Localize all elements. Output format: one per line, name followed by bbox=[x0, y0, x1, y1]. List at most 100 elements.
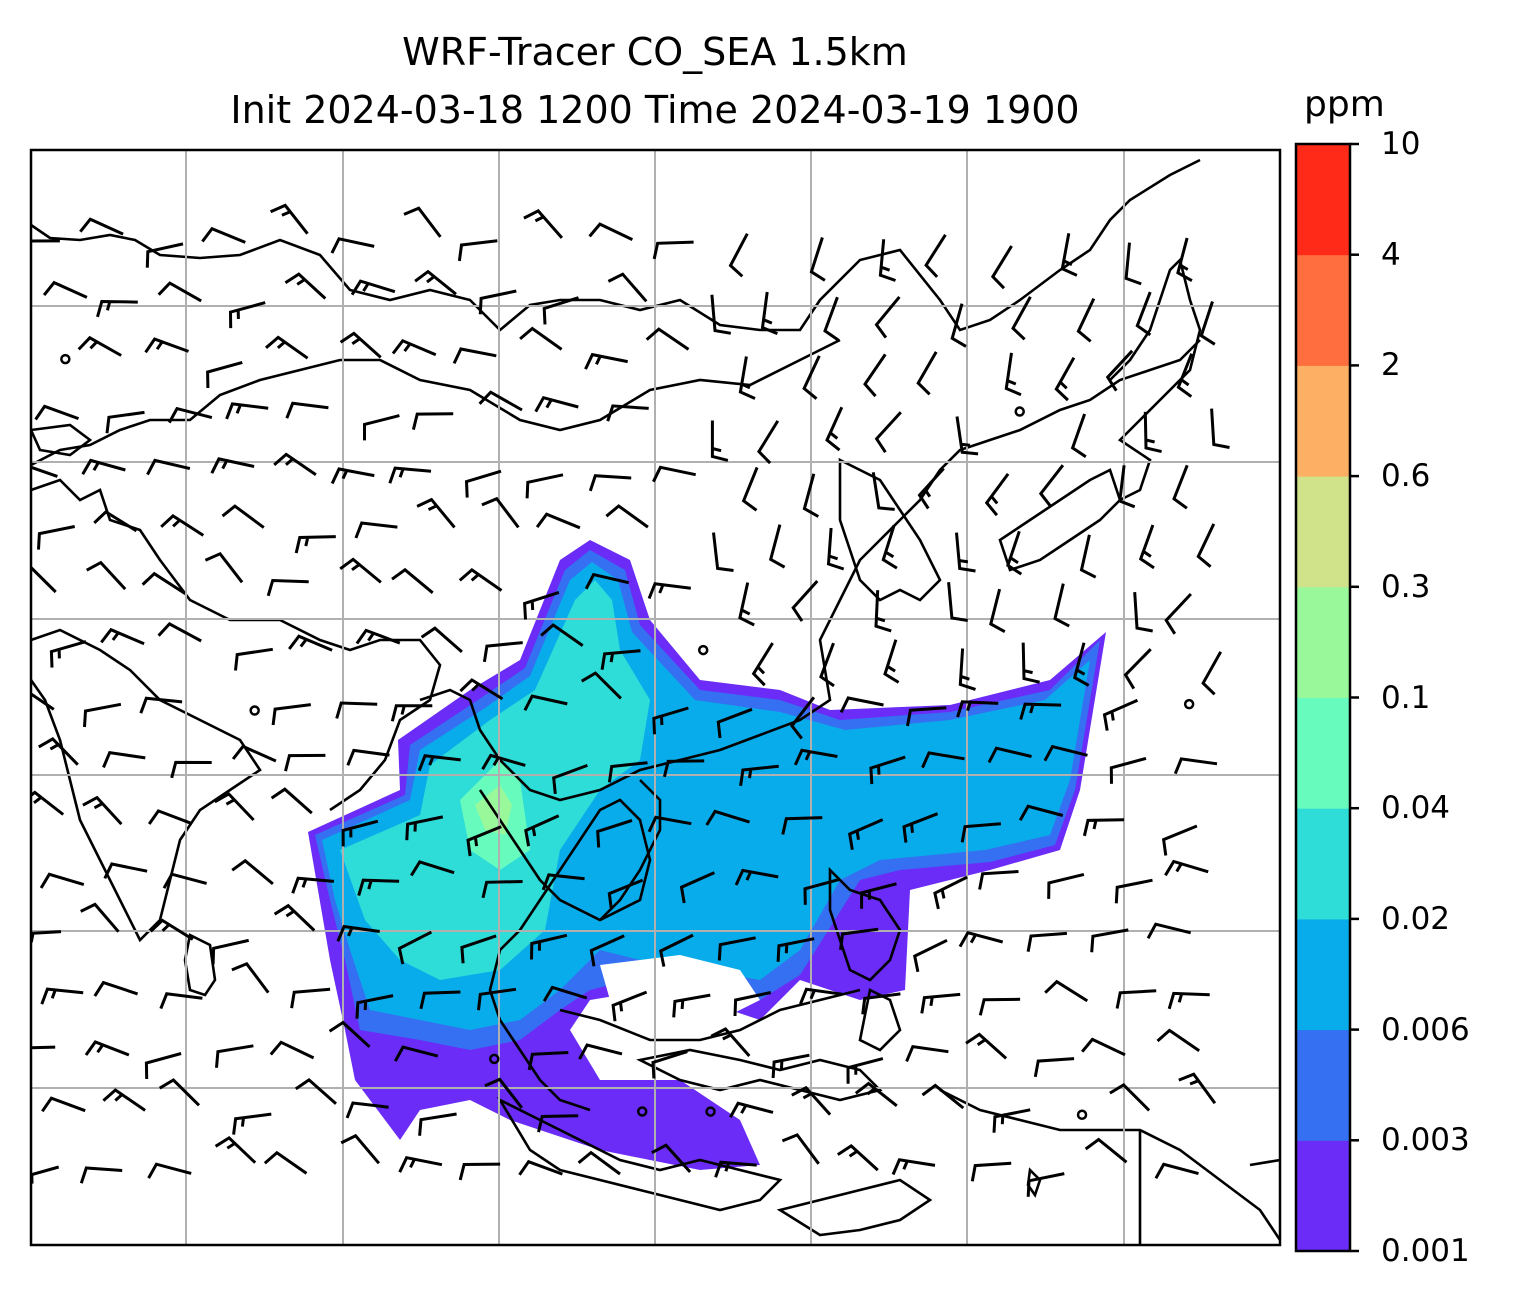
wind-barb bbox=[82, 795, 123, 826]
colorbar-tick-label: 2 bbox=[1381, 347, 1401, 384]
wind-barb bbox=[958, 648, 976, 691]
colorbar-tick-label: 0.04 bbox=[1381, 790, 1451, 827]
wind-barb bbox=[77, 335, 122, 357]
wind-barb bbox=[1076, 297, 1096, 343]
wind-barb bbox=[802, 355, 821, 400]
wind-barb bbox=[527, 1051, 569, 1071]
wind-barb bbox=[285, 401, 329, 419]
wind-barb bbox=[921, 751, 965, 769]
wind-barb bbox=[955, 532, 976, 573]
wind-barb bbox=[355, 628, 401, 645]
wind-barb bbox=[210, 457, 255, 474]
wind-barb bbox=[464, 469, 502, 498]
wind-barb bbox=[231, 744, 277, 763]
wind-barb bbox=[607, 878, 644, 910]
wind-barb bbox=[956, 700, 999, 718]
wind-barb bbox=[328, 1020, 371, 1048]
wind-barb bbox=[846, 1057, 884, 1084]
wind-barb bbox=[600, 649, 641, 670]
wind-barb bbox=[1154, 1162, 1199, 1180]
map-frame bbox=[29, 148, 1282, 1247]
wind-barb bbox=[881, 524, 898, 570]
wind-barb bbox=[672, 993, 711, 1018]
wind-barb bbox=[739, 764, 779, 787]
wind-barb bbox=[215, 1044, 254, 1068]
wind-barb bbox=[781, 1133, 820, 1165]
wind-barb bbox=[1196, 523, 1216, 568]
wind-barb bbox=[228, 301, 266, 329]
wind-barb bbox=[1044, 979, 1089, 1003]
wind-barb bbox=[1070, 413, 1087, 459]
wind-barb bbox=[933, 875, 968, 910]
wind-barb bbox=[848, 818, 884, 851]
wind-barb bbox=[577, 1150, 621, 1176]
wind-barb bbox=[466, 825, 502, 857]
wind-barb bbox=[157, 622, 202, 643]
wind-barb bbox=[871, 472, 895, 511]
wind-barb bbox=[874, 295, 901, 339]
calm-wind-marker bbox=[489, 1053, 500, 1065]
wind-barb bbox=[1201, 651, 1223, 696]
wind-barb bbox=[781, 816, 823, 835]
wind-barb bbox=[1118, 465, 1136, 509]
wind-barb bbox=[1167, 991, 1210, 1010]
wind-barb bbox=[825, 406, 844, 452]
wind-barb bbox=[42, 280, 88, 299]
wind-barb bbox=[1143, 411, 1162, 454]
wind-barb bbox=[345, 1101, 389, 1119]
wind-barb bbox=[530, 933, 568, 960]
wind-barb bbox=[1053, 583, 1070, 628]
wind-barb bbox=[1138, 524, 1155, 570]
wind-barb bbox=[390, 704, 433, 722]
wind-barb bbox=[201, 226, 246, 244]
wind-barb bbox=[1043, 744, 1088, 762]
wind-barb bbox=[79, 217, 124, 236]
wind-barb bbox=[330, 237, 375, 254]
wind-barb bbox=[1082, 818, 1125, 837]
wind-barb bbox=[355, 994, 394, 1019]
wind-barb bbox=[1021, 642, 1040, 684]
wind-barb bbox=[771, 1053, 810, 1079]
wind-barb bbox=[542, 985, 588, 1002]
wind-barb bbox=[869, 755, 906, 785]
wind-barb bbox=[1172, 464, 1189, 510]
wind-barbs bbox=[31, 203, 1230, 1197]
wind-barb bbox=[417, 754, 461, 772]
wind-barb bbox=[607, 272, 648, 303]
wind-barb bbox=[596, 818, 633, 848]
wind-barb bbox=[921, 1083, 965, 1110]
wind-barb bbox=[1164, 859, 1209, 877]
wind-barb bbox=[457, 239, 498, 262]
wind-barb bbox=[710, 420, 729, 462]
wind-barb bbox=[537, 1114, 579, 1133]
wind-barb bbox=[1124, 242, 1142, 286]
wind-barb bbox=[802, 473, 820, 518]
wind-barb bbox=[100, 627, 145, 646]
wind-barb bbox=[651, 1050, 688, 1079]
wind-barb bbox=[478, 390, 523, 412]
wind-barb bbox=[729, 1101, 774, 1118]
wind-barb bbox=[31, 1165, 60, 1184]
wind-barb bbox=[970, 1161, 1012, 1182]
wind-barb bbox=[955, 416, 979, 456]
chart-title-line2: Init 2024-03-18 1200 Time 2024-03-19 190… bbox=[230, 88, 1080, 132]
wind-barb bbox=[523, 590, 560, 620]
wind-barb bbox=[335, 701, 378, 719]
wind-barb bbox=[588, 474, 632, 492]
wind-barb bbox=[83, 702, 122, 728]
wind-barb bbox=[339, 557, 382, 584]
wind-barb bbox=[49, 640, 87, 668]
wind-barb bbox=[232, 1112, 272, 1135]
colorbar-segment bbox=[1296, 254, 1350, 366]
wind-barb bbox=[80, 902, 120, 933]
wind-barb bbox=[741, 466, 759, 512]
wind-barb bbox=[269, 203, 309, 235]
wind-barb bbox=[652, 465, 697, 483]
wind-barb bbox=[710, 1027, 751, 1057]
wind-barb bbox=[1102, 698, 1139, 731]
wind-barb bbox=[147, 1162, 192, 1179]
wind-barb bbox=[728, 232, 749, 278]
wind-barb bbox=[418, 1112, 457, 1136]
wind-barb bbox=[647, 815, 692, 833]
wind-barb bbox=[1060, 233, 1078, 277]
